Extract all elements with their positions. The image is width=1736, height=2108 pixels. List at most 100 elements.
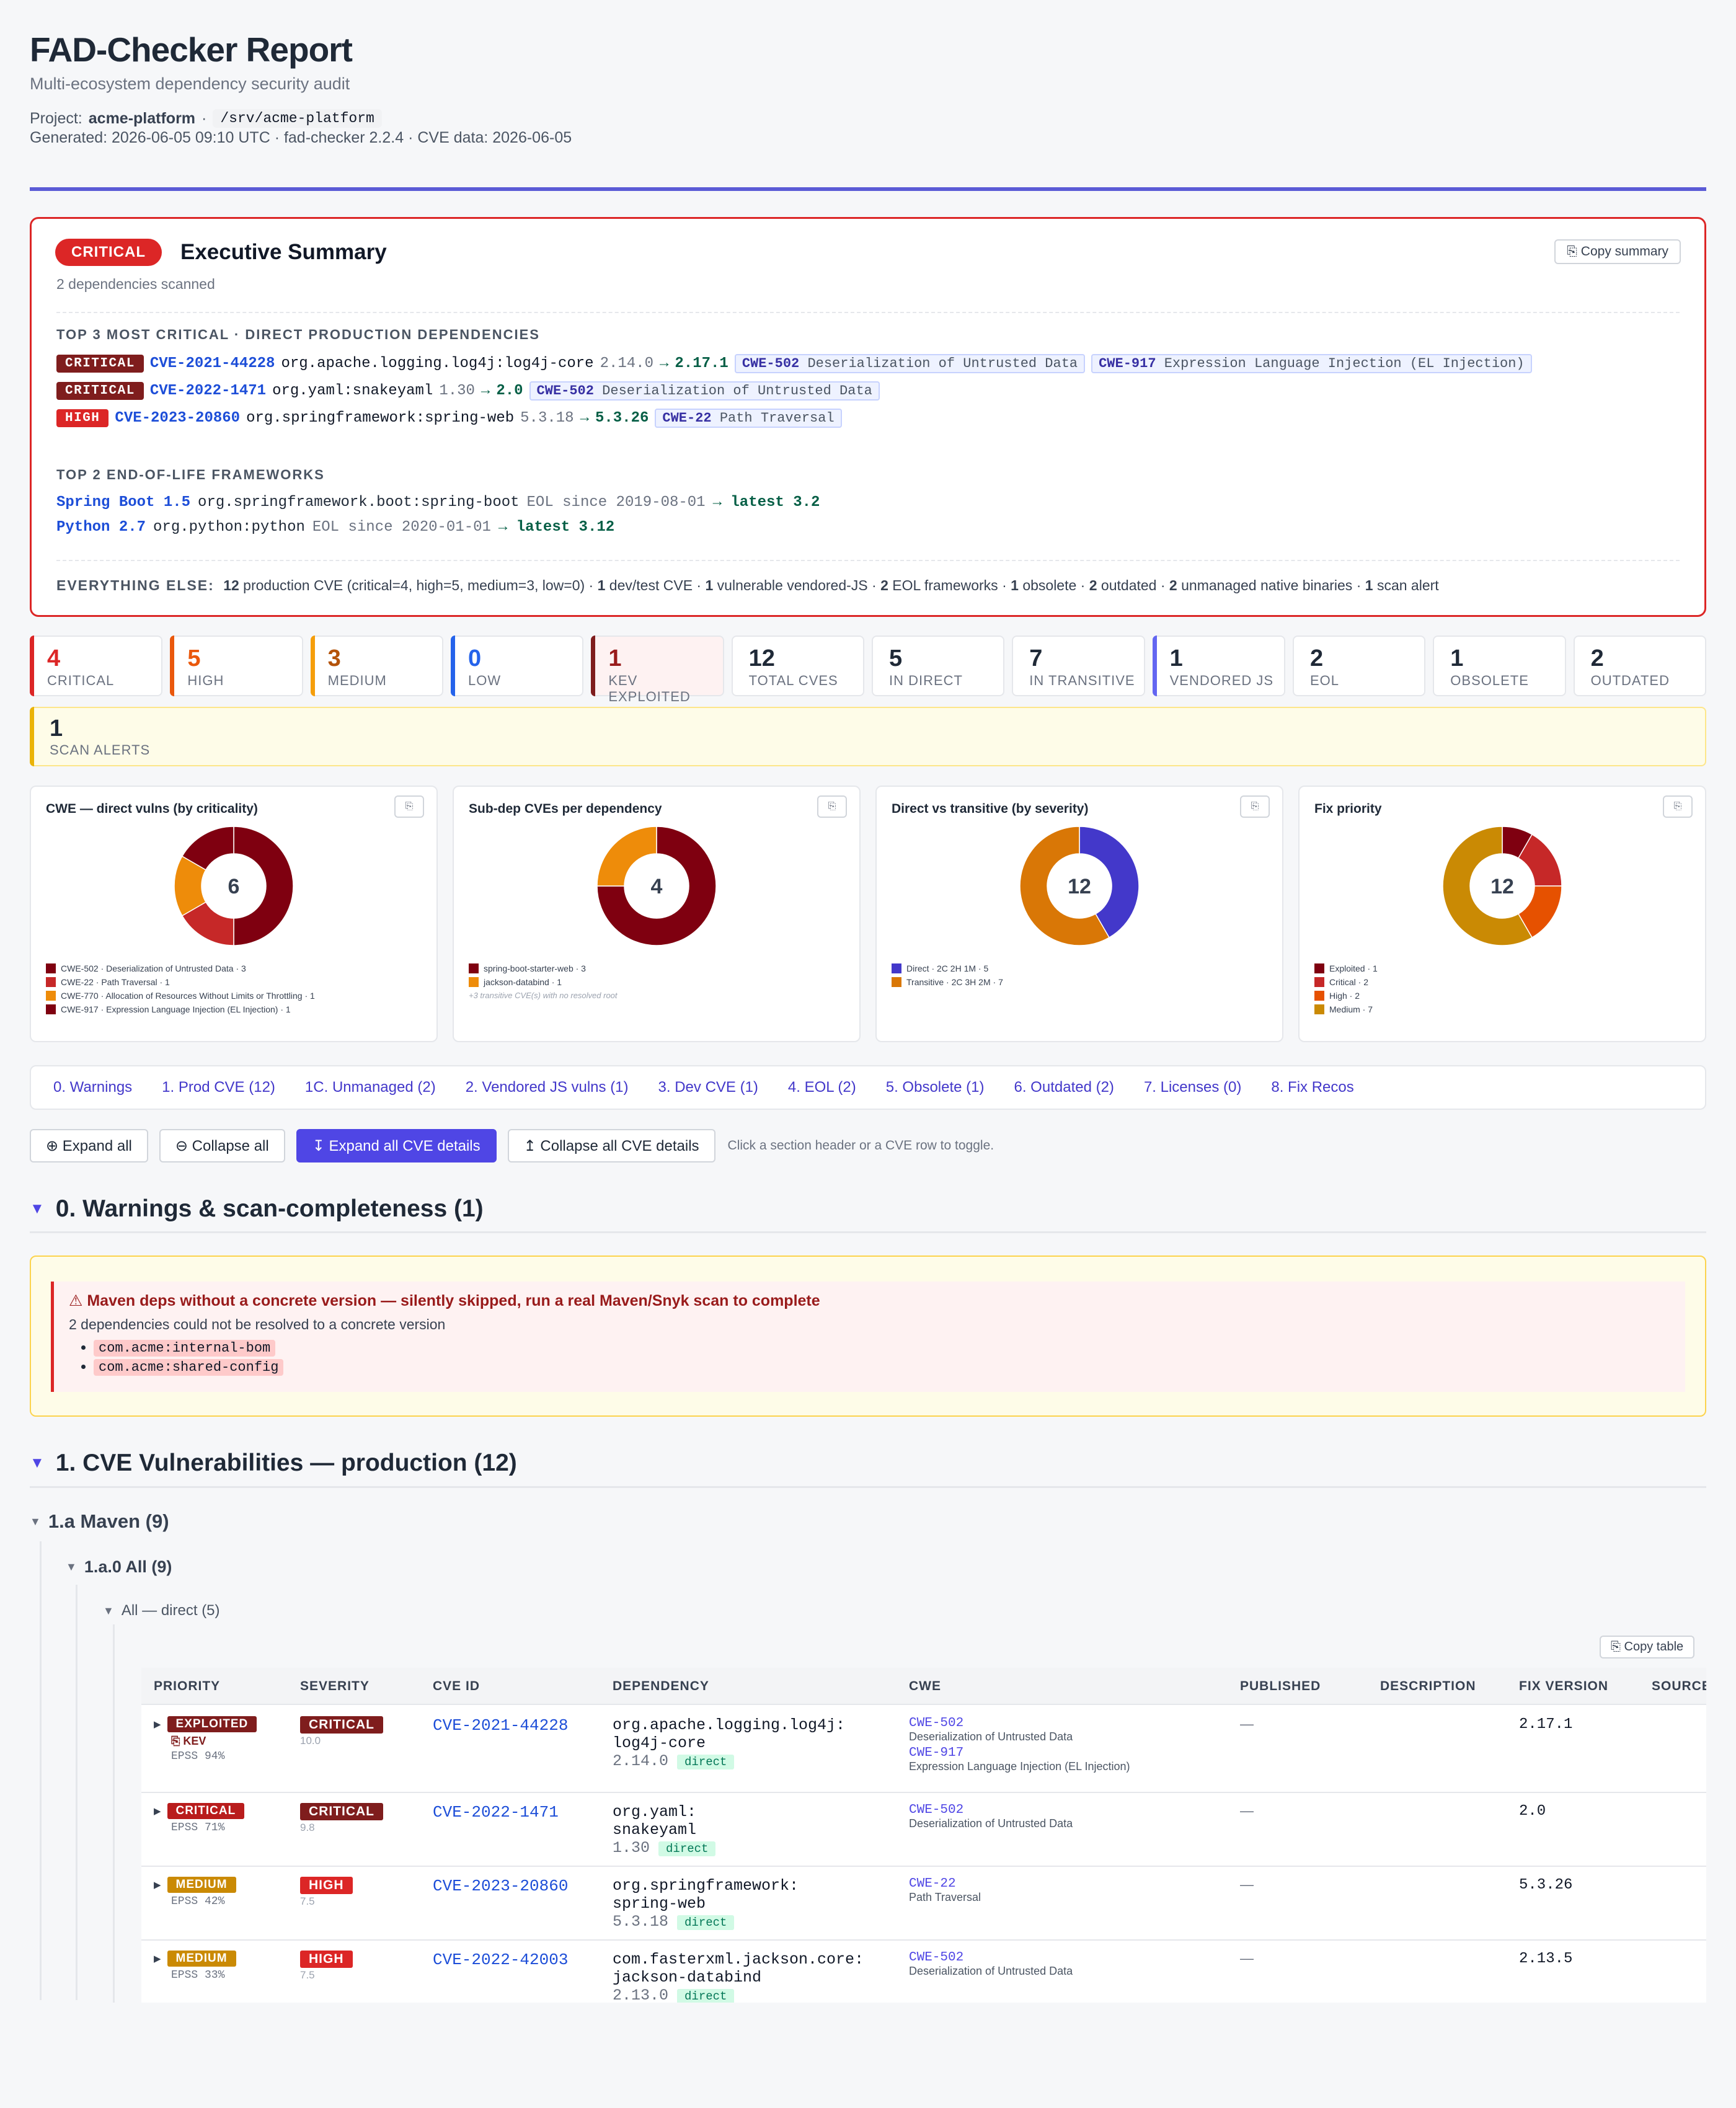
cve-link[interactable]: CVE-2022-1471 [149,383,267,399]
stat-value: 1 [1450,645,1464,671]
column-header[interactable]: PRIORITY [154,1679,221,1693]
subsection-header-direct[interactable]: ▼ All — direct (5) [103,1602,220,1619]
table-row[interactable]: ▶ MEDIUM EPSS 33% HIGH 7.5 CVE-2022-42003 com.… [141,1941,1706,2003]
cve-link[interactable]: CVE-2023-20860 [433,1877,569,1895]
nav-link[interactable]: 7. Licenses (0) [1143,1079,1242,1096]
donut-slice[interactable] [1019,826,1110,946]
column-header[interactable]: DEPENDENCY [613,1679,709,1693]
donut-slice[interactable] [1079,826,1140,939]
package-name: org.springframework.boot:spring-boot [198,494,520,511]
donut-slice[interactable] [1442,826,1533,946]
stat-card-low[interactable]: 0 LOW [450,636,584,696]
cvss-score: 10.0 [300,1735,321,1747]
column-header[interactable]: SEVERITY [300,1679,370,1693]
nav-link[interactable]: 0. Warnings [53,1079,133,1096]
severity-badge: CRITICAL [56,382,144,400]
caret-right-icon[interactable]: ▶ [154,1719,161,1730]
nav-link[interactable]: 3. Dev CVE (1) [658,1079,758,1096]
column-header[interactable]: FIX VERSION [1519,1679,1609,1693]
copy-chart-icon[interactable]: ⎘ [1663,795,1693,818]
cwe-link[interactable]: CWE-502 [909,1803,964,1817]
list-item: com.acme:shared-config [94,1358,1670,1376]
table-row[interactable]: ▶ CRITICAL EPSS 71% CRITICAL 9.8 CVE-2022-147… [141,1793,1706,1867]
top-critical-row[interactable]: HIGH CVE-2023-20860 org.springframework:sp… [56,409,842,428]
copy-summary-button[interactable]: ⎘ Copy summary [1554,239,1681,264]
severity-cell: HIGH 7.5 [300,1877,353,1908]
section-header-warnings[interactable]: ▼ 0. Warnings & scan-completeness (1) [30,1195,1706,1223]
stat-card-scan-alerts[interactable]: 1 SCAN ALERTS [30,707,1706,766]
nav-link[interactable]: 1C. Unmanaged (2) [304,1079,436,1096]
donut-slice[interactable] [233,826,294,946]
subsection-header-all[interactable]: ▼ 1.a.0 All (9) [66,1557,172,1577]
tree-line [76,1585,78,2000]
expand-cve-details-button[interactable]: ↧ Expand all CVE details [296,1129,497,1162]
donut-center-value: 12 [1068,875,1091,898]
eol-row[interactable]: Spring Boot 1.5 org.springframework.boot:… [56,494,820,511]
copy-chart-icon[interactable]: ⎘ [817,795,847,818]
table-row[interactable]: ▶ MEDIUM EPSS 42% HIGH 7.5 CVE-2023-20860 org.… [141,1867,1706,1941]
cwe-link[interactable]: CWE-22 [909,1877,956,1891]
expand-all-button[interactable]: ⊕ Expand all [30,1129,148,1162]
top-critical-row[interactable]: CRITICAL CVE-2021-44228 org.apache.logging… [56,354,1532,373]
nav-link[interactable]: 1. Prod CVE (12) [162,1079,275,1096]
cve-link[interactable]: CVE-2023-20860 [115,410,241,427]
stat-card-total-cves[interactable]: 12 TOTAL CVES [731,636,864,696]
legend-label: Medium · 7 [1329,1004,1373,1014]
dependency-version: 5.3.18 [613,1913,669,1931]
column-header[interactable]: SOURCE [1652,1679,1706,1693]
dependency-version-line: 2.14.0 direct [613,1752,845,1771]
caret-right-icon[interactable]: ▶ [154,1954,161,1964]
stat-card-medium[interactable]: 3 MEDIUM [310,636,443,696]
stat-card-high[interactable]: 5 HIGH [170,636,303,696]
cve-link[interactable]: CVE-2022-42003 [433,1951,569,1969]
caret-right-icon[interactable]: ▶ [154,1806,161,1817]
epss-score: EPSS 71% [171,1822,225,1834]
collapse-all-button[interactable]: ⊖ Collapse all [159,1129,285,1162]
stat-card-critical[interactable]: 4 CRITICAL [30,636,163,696]
nav-link[interactable]: 6. Outdated (2) [1014,1079,1114,1096]
cve-link[interactable]: CVE-2021-44228 [149,355,275,372]
stat-card-outdated[interactable]: 2 OUTDATED [1573,636,1706,696]
eol-row[interactable]: Python 2.7 org.python:python EOL since 202… [56,519,614,536]
dependency-cell: org.springframework: spring-web 5.3.18 dire… [613,1877,799,1932]
section-header-prod-cve[interactable]: ▼ 1. CVE Vulnerabilities — production (1… [30,1450,1706,1477]
nav-link[interactable]: 8. Fix Recos [1271,1079,1354,1096]
subsection-header-maven[interactable]: ▼ 1.a Maven (9) [30,1510,169,1533]
toolbar: ⊕ Expand all ⊖ Collapse all ↧ Expand all… [30,1128,994,1163]
column-header[interactable]: DESCRIPTION [1380,1679,1476,1693]
top-critical-row[interactable]: CRITICAL CVE-2022-1471 org.yaml:snakeyaml 1… [56,381,880,401]
cwe-link[interactable]: CWE-502 [909,1951,964,1965]
table-row[interactable]: ▶ EXPLOITED ⎘ KEV EPSS 94% CRITICAL 10.0 CVE-2… [141,1706,1706,1793]
count-label: production CVE (critical=4, high=5, medi… [239,577,585,593]
legend-label: Critical · 2 [1329,977,1369,987]
donut-slice[interactable] [181,826,234,871]
caret-right-icon[interactable]: ▶ [154,1880,161,1890]
column-header[interactable]: CWE [909,1679,941,1693]
column-header[interactable]: PUBLISHED [1240,1679,1321,1693]
copy-table-button[interactable]: ⎘ Copy table [1600,1636,1695,1658]
stat-card-in-transitive[interactable]: 7 IN TRANSITIVE [1012,636,1145,696]
package-name: org.python:python [153,519,305,536]
donut-slice[interactable] [596,826,717,946]
collapse-cve-details-button[interactable]: ↥ Collapse all CVE details [507,1129,715,1162]
nav-link[interactable]: 5. Obsolete (1) [885,1079,985,1096]
cwe-tag: CWE-917 Expression Language Injection (E… [1091,354,1532,373]
copy-chart-icon[interactable]: ⎘ [1240,795,1270,818]
donut-slice[interactable] [596,826,657,887]
cve-link[interactable]: CVE-2022-1471 [433,1803,559,1822]
stat-card-kev-exploited[interactable]: 1 KEV EXPLOITED [591,636,724,704]
cve-link[interactable]: CVE-2021-44228 [433,1716,569,1735]
stat-card-eol[interactable]: 2 EOL [1292,636,1426,696]
stat-card-vendored-js[interactable]: 1 VENDORED JS [1152,636,1285,696]
nav-link[interactable]: 4. EOL (2) [787,1079,856,1096]
nav-link[interactable]: 2. Vendored JS vulns (1) [465,1079,629,1096]
stat-card-obsolete[interactable]: 1 OBSOLETE [1433,636,1566,696]
cwe-link[interactable]: CWE-917 [909,1746,964,1760]
cwe-cell: CWE-502 Deserialization of Untrusted Data… [909,1716,1130,1776]
cwe-link[interactable]: CWE-502 [909,1716,964,1730]
copy-chart-icon[interactable]: ⎘ [394,795,424,818]
project-info: Project: acme-platform · /srv/acme-platf… [30,109,382,128]
stat-card-in-direct[interactable]: 5 IN DIRECT [871,636,1005,696]
column-header[interactable]: CVE ID [433,1679,480,1693]
stat-value: 12 [748,645,775,671]
